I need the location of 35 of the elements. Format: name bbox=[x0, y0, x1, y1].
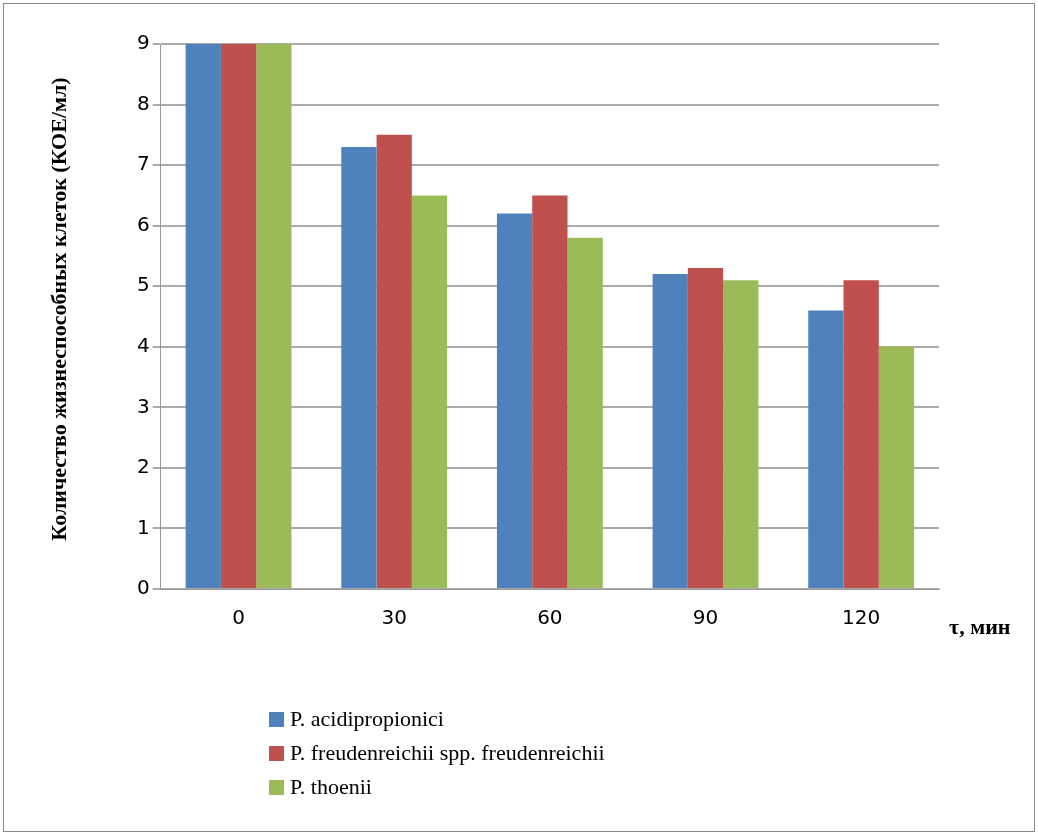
x-tick-label: 90 bbox=[692, 605, 719, 630]
y-tick-label: 2 bbox=[136, 454, 150, 479]
bar bbox=[376, 134, 412, 588]
bar bbox=[878, 346, 915, 588]
y-tick-label: 5 bbox=[136, 272, 150, 297]
bar bbox=[411, 195, 448, 588]
x-tick-label: 30 bbox=[381, 605, 407, 630]
bar bbox=[723, 280, 759, 588]
y-tick-label: 1 bbox=[136, 514, 150, 539]
bar bbox=[843, 280, 879, 588]
bar bbox=[567, 237, 603, 588]
y-tick-label: 7 bbox=[136, 151, 150, 176]
y-tick-label: 9 bbox=[136, 30, 150, 55]
bar bbox=[687, 268, 724, 588]
bar bbox=[652, 274, 688, 588]
legend-label: P. freudenreichii spp. freudenreichii bbox=[289, 739, 605, 767]
y-tick-label: 3 bbox=[136, 393, 150, 418]
x-tick-label: 60 bbox=[537, 605, 563, 630]
bar bbox=[808, 310, 844, 588]
y-tick-label: 6 bbox=[136, 211, 150, 236]
bar bbox=[341, 146, 377, 588]
x-tick-label: 120 bbox=[842, 605, 881, 630]
bar bbox=[532, 195, 568, 588]
bar bbox=[496, 213, 533, 588]
bar bbox=[256, 44, 292, 588]
legend-label: P. thoenii bbox=[289, 773, 373, 801]
y-tick-label: 8 bbox=[136, 90, 150, 115]
legend-label: P. acidipropionici bbox=[289, 705, 445, 733]
y-tick-label: 4 bbox=[136, 332, 150, 357]
bar bbox=[185, 44, 221, 588]
y-axis-title: Количество жизнеспособных клеток (КОЕ/мл) bbox=[45, 76, 72, 543]
bar bbox=[220, 44, 257, 588]
x-axis-title: τ, мин bbox=[949, 614, 1011, 640]
x-tick-label: 0 bbox=[232, 605, 245, 630]
y-tick-label: 0 bbox=[136, 575, 150, 600]
